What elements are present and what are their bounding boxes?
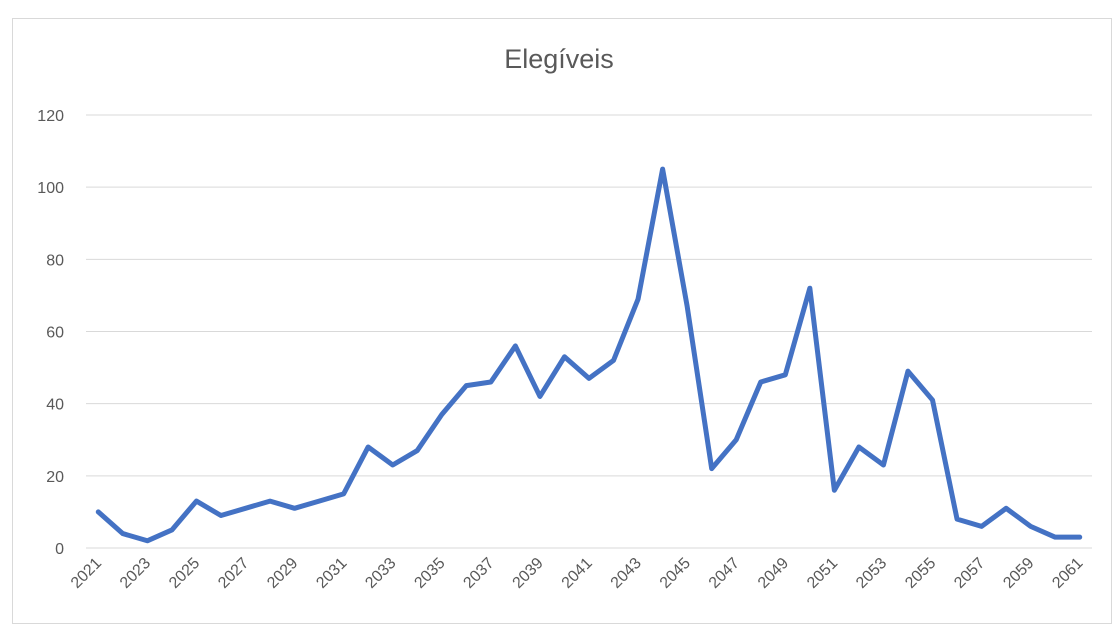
x-tick-label: 2041 [559, 555, 596, 592]
y-tick-label: 60 [46, 325, 64, 342]
x-tick-label: 2029 [264, 555, 301, 592]
x-tick-label: 2055 [902, 555, 939, 592]
x-tick-label: 2035 [411, 555, 448, 592]
x-tick-label: 2047 [706, 555, 743, 592]
y-tick-label: 0 [55, 541, 64, 558]
x-axis-ticks: 2021 2023 2025 2027 2029 2031 2033 2035 2037 2039… [68, 555, 1087, 592]
x-tick-label: 2023 [117, 555, 154, 592]
x-tick-label: 2049 [755, 555, 792, 592]
gridlines [86, 114, 1092, 549]
y-tick-label: 120 [37, 108, 64, 125]
x-tick-label: 2051 [804, 555, 841, 592]
series-line [95, 166, 1083, 544]
x-tick-label: 2057 [951, 555, 988, 592]
chart-title: Elegíveis [504, 44, 614, 74]
series-group [95, 166, 1083, 544]
y-tick-label: 40 [46, 397, 64, 414]
x-tick-label: 2059 [1000, 555, 1037, 592]
x-tick-label: 2039 [510, 555, 547, 592]
x-tick-label: 2061 [1049, 555, 1086, 592]
y-tick-label: 20 [46, 469, 64, 486]
x-tick-label: 2031 [313, 555, 350, 592]
x-tick-label: 2045 [657, 555, 694, 592]
chart-area [12, 18, 1112, 624]
x-tick-label: 2037 [460, 555, 497, 592]
x-tick-label: 2043 [608, 555, 645, 592]
y-tick-label: 100 [37, 180, 64, 197]
x-tick-label: 2033 [362, 555, 399, 592]
x-tick-label: 2053 [853, 555, 890, 592]
x-tick-label: 2025 [166, 555, 203, 592]
x-tick-label: 2021 [68, 555, 105, 592]
y-axis-ticks: 0 20 40 60 80 100 120 [37, 108, 64, 558]
y-tick-label: 80 [46, 252, 64, 269]
x-tick-label: 2027 [215, 555, 252, 592]
